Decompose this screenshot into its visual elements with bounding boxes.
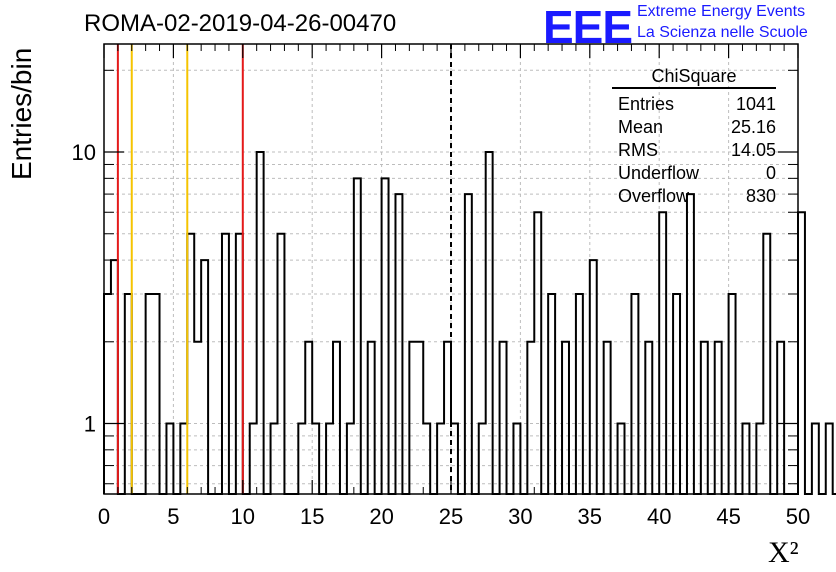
histogram-bar [201,260,208,494]
stats-value: 14.05 [730,140,776,160]
histogram-bar [278,234,285,494]
stats-label: Entries [618,94,675,114]
stats-label: Mean [618,117,664,137]
x-tick-label: 10 [231,504,255,529]
histogram-bar [395,194,402,494]
x-tick-label: 25 [439,504,463,529]
histogram-bar [798,212,805,494]
histogram-bar [125,294,132,494]
histogram-bar [687,194,694,494]
stats-value: 830 [745,186,776,206]
histogram-bar [562,342,569,494]
histogram-bar [236,234,243,494]
histogram-bar [409,342,416,494]
histogram-bar [548,294,555,494]
histogram-bar [416,342,423,494]
stats-box: ChiSquare Entries 1041 Mean 25.16 RMS 14… [612,66,776,208]
histogram-bar [673,294,680,494]
histogram-bar [763,234,770,494]
stats-title: ChiSquare [612,66,776,89]
x-tick-label: 40 [647,504,671,529]
histogram-bar [631,294,638,494]
y-tick-label: 10 [72,140,96,165]
stats-value: 0 [765,163,776,183]
stats-row-overflow: Overflow 830 [612,185,776,208]
histogram-bar [368,342,375,494]
x-tick-label: 45 [716,504,740,529]
histogram-bar [354,178,361,494]
x-tick-label: 5 [167,504,179,529]
histogram-bar [604,342,611,494]
eee-logo: EEE [543,1,633,53]
histogram-bar [104,294,111,494]
stats-row-underflow: Underflow 0 [612,162,776,185]
histogram-bar [659,212,666,494]
x-tick-label: 20 [369,504,393,529]
stats-row-mean: Mean 25.16 [612,116,776,139]
histogram-bar [444,342,451,494]
histogram-bar [153,294,160,494]
histogram-bar [534,212,541,494]
stats-row-rms: RMS 14.05 [612,139,776,162]
logo-tagline-1: Extreme Energy Events [637,3,806,20]
stats-label: Underflow [618,163,700,183]
histogram-bar [777,342,784,494]
chart-title: ROMA-02-2019-04-26-00470 [84,10,397,37]
y-axis-label: Entries/bin [6,47,37,180]
stats-label: RMS [618,140,658,160]
x-tick-label: 15 [300,504,324,529]
histogram-bar [715,342,722,494]
histogram-bar [486,152,493,494]
stats-row-entries: Entries 1041 [612,93,776,116]
histogram-bar [729,294,736,494]
x-axis-label: X² [768,536,799,569]
stats-value: 25.16 [730,117,776,137]
histogram-bar [333,342,340,494]
histogram-bar [527,342,534,494]
logo-tagline-2: La Scienza nelle Scuole [637,24,808,41]
histogram-bar [111,260,118,494]
histogram-bar [222,234,229,494]
histogram-bar [305,342,312,494]
stats-label: Overflow [618,186,690,206]
histogram-bar [146,294,153,494]
histogram-bar [187,234,194,494]
histogram-bar [826,424,833,494]
histogram-bar [257,152,264,494]
histogram-bar [701,342,708,494]
histogram-bar [382,178,389,494]
histogram-bar [500,342,507,494]
histogram-bar [812,424,819,494]
x-tick-label: 50 [786,504,810,529]
x-tick-label: 0 [98,504,110,529]
stats-value: 1041 [735,94,776,114]
histogram-bar [645,342,652,494]
histogram-bar [194,342,201,494]
x-tick-label: 35 [578,504,602,529]
histogram-bar [590,260,597,494]
x-tick-label: 30 [508,504,532,529]
histogram-bar [465,194,472,494]
y-tick-label: 1 [84,412,96,437]
histogram-bar [576,294,583,494]
